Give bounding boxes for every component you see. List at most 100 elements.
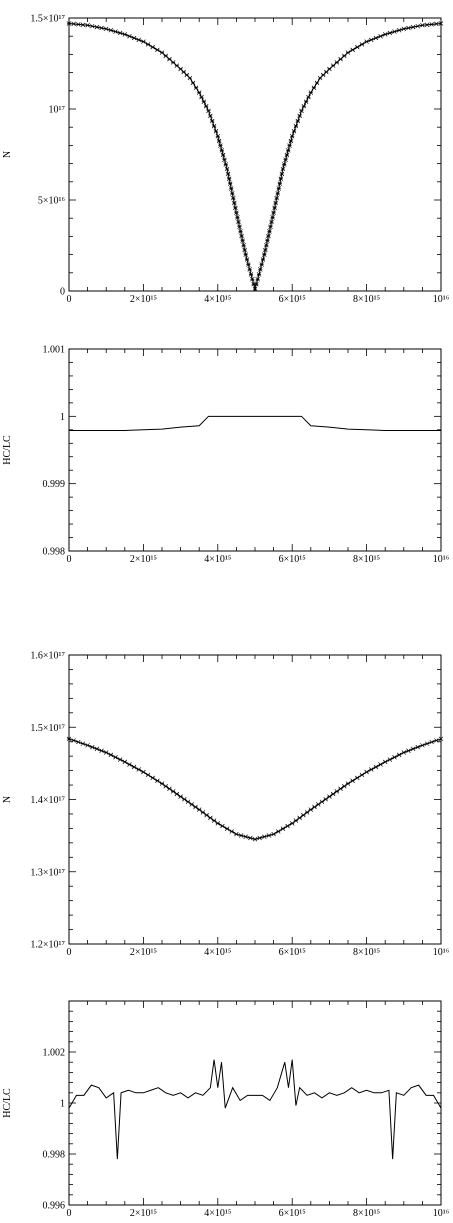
y-tick-label: 0.999	[43, 479, 66, 490]
data-point	[266, 233, 271, 239]
data-point	[187, 75, 193, 81]
data-point	[94, 24, 100, 30]
data-point	[201, 99, 207, 104]
data-point	[345, 50, 351, 55]
data-point	[113, 754, 118, 760]
x-tick-label: 4×10¹⁵	[204, 947, 231, 958]
y-tick-label: 1	[60, 412, 65, 423]
x-tick-label: 4×10¹⁵	[204, 1208, 231, 1219]
series-markers	[66, 21, 444, 292]
data-point	[189, 802, 195, 807]
data-point	[94, 746, 100, 752]
chart-panel-3: 0 2×10¹⁵ 4×10¹⁵ 6×10¹⁵ 8×10¹⁵ 10¹⁶ 1.2×10¹⁷ 1.3…	[2, 651, 450, 959]
data-point	[247, 267, 252, 272]
data-point	[429, 739, 434, 745]
data-point	[262, 252, 267, 257]
data-point	[267, 229, 272, 234]
data-point	[199, 94, 204, 100]
data-point	[438, 736, 444, 742]
series-markers	[66, 736, 444, 842]
data-point	[200, 810, 206, 815]
data-point	[224, 826, 230, 832]
data-point	[275, 191, 280, 196]
data-point	[252, 836, 258, 842]
y-tick-label: 1.5×10¹⁷	[30, 14, 65, 25]
y-tick-label: 1	[60, 1099, 65, 1110]
data-point	[215, 134, 221, 139]
data-point	[99, 25, 104, 31]
data-point	[299, 108, 304, 114]
data-point	[127, 33, 132, 39]
data-point	[285, 823, 290, 829]
data-point	[206, 108, 211, 114]
data-point	[289, 821, 295, 826]
data-point	[211, 123, 217, 129]
data-point	[315, 802, 321, 807]
data-point	[136, 767, 141, 772]
data-point	[163, 783, 168, 789]
data-point	[238, 833, 244, 838]
data-point	[237, 224, 242, 229]
data-point	[355, 44, 360, 50]
data-point	[131, 764, 137, 770]
data-point	[167, 56, 172, 62]
data-point	[150, 775, 155, 781]
data-point	[392, 29, 397, 34]
data-point	[170, 789, 176, 794]
data-point	[233, 205, 238, 211]
data-point	[342, 53, 347, 59]
data-point	[255, 277, 260, 282]
data-point	[246, 262, 251, 267]
data-point	[141, 39, 146, 44]
data-point	[350, 47, 355, 53]
data-point	[193, 85, 199, 91]
data-point	[410, 24, 416, 30]
x-tick-label: 10¹⁶	[433, 554, 450, 565]
data-point	[108, 752, 114, 758]
y-tick-label: 1.6×10¹⁷	[30, 651, 65, 662]
data-point	[278, 176, 284, 182]
plot-frame	[68, 17, 442, 292]
data-point	[291, 128, 297, 134]
x-tick-label: 6×10¹⁵	[279, 1208, 306, 1219]
data-point	[85, 23, 90, 28]
data-point	[268, 224, 273, 229]
data-point	[127, 762, 132, 767]
data-point	[283, 157, 288, 162]
data-point	[209, 118, 215, 124]
data-point	[90, 744, 95, 750]
data-point	[174, 63, 180, 68]
data-point	[80, 741, 86, 746]
data-point	[387, 30, 393, 36]
data-point	[406, 748, 411, 753]
x-tick-label: 0	[67, 947, 72, 958]
x-tick-label: 4×10¹⁵	[204, 554, 231, 565]
y-tick-label: 10¹⁷	[49, 105, 66, 116]
data-point	[438, 21, 444, 26]
data-point	[434, 738, 439, 743]
x-tick-label: 0	[67, 1208, 72, 1219]
data-point	[163, 53, 168, 59]
data-point	[232, 200, 237, 206]
y-tick-label: 1.5×10¹⁷	[30, 723, 65, 734]
data-point	[369, 767, 374, 772]
data-point	[262, 834, 267, 839]
data-point	[239, 233, 244, 239]
data-point	[220, 152, 226, 158]
data-point	[178, 794, 183, 799]
y-tick-label: 0	[60, 287, 65, 298]
data-point	[285, 148, 291, 153]
data-point	[364, 39, 369, 44]
x-tick-label: 2×10¹⁵	[130, 294, 157, 305]
data-point	[76, 22, 81, 27]
data-point	[330, 791, 336, 797]
data-point	[66, 736, 72, 742]
data-point	[211, 818, 217, 823]
data-point	[85, 743, 90, 748]
data-point	[145, 772, 151, 778]
data-point	[256, 272, 262, 277]
data-point	[234, 210, 239, 215]
x-tick-label: 2×10¹⁵	[130, 1208, 157, 1219]
data-point	[297, 815, 302, 821]
data-point	[113, 29, 118, 34]
